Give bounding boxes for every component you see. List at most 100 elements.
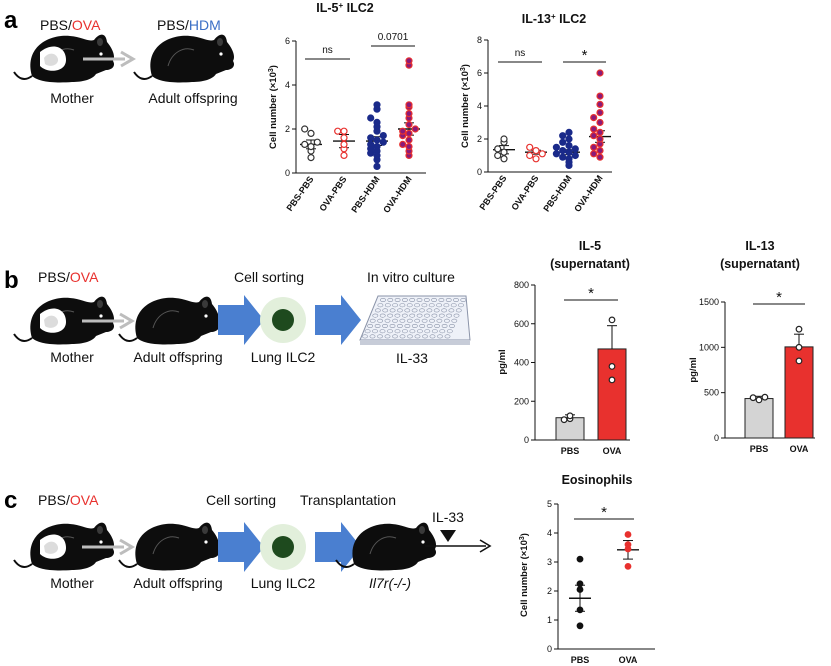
- data-point: [373, 118, 381, 127]
- plate-well: [399, 334, 406, 339]
- data-point: [340, 140, 348, 148]
- data-point: [576, 586, 584, 593]
- plate-well: [441, 323, 448, 328]
- plate-well: [437, 334, 443, 339]
- significance-label: 0.0701: [378, 32, 409, 43]
- bar: [744, 398, 774, 439]
- y-tick-label: 1500: [699, 297, 719, 307]
- y-tick-label: 4: [285, 80, 290, 90]
- data-point: [405, 109, 413, 118]
- plate-well: [411, 308, 418, 313]
- y-tick-label: 200: [514, 396, 529, 406]
- y-tick-label: 6: [285, 36, 290, 46]
- data-point: [596, 128, 604, 136]
- data-point: [526, 143, 534, 151]
- plate-well: [396, 308, 403, 313]
- data-point: [624, 541, 632, 548]
- data-point: [405, 120, 413, 129]
- data-point: [608, 376, 616, 384]
- data-point: [559, 132, 567, 140]
- plate-well: [455, 308, 462, 313]
- data-point: [795, 343, 803, 351]
- data-point: [559, 153, 567, 161]
- plate-well: [394, 313, 401, 318]
- data-point: [399, 127, 407, 135]
- plate-well: [379, 329, 386, 334]
- y-axis-label: pg/ml: [688, 357, 699, 382]
- x-tick-label: PBS: [750, 444, 769, 454]
- plate-well: [416, 297, 423, 302]
- data-point: [301, 140, 309, 148]
- plate-well: [372, 329, 378, 334]
- x-tick-label: PBS-PBS: [477, 173, 508, 212]
- chart-subtitle: (supernatant): [550, 257, 630, 271]
- y-tick-label: 600: [514, 319, 529, 329]
- scheme-a: PBS/OVA PBS/HDM Mother Adult offspring: [14, 17, 238, 106]
- data-point: [565, 155, 573, 163]
- chart-title: Eosinophils: [562, 473, 633, 487]
- blue-arrow-icon: [218, 295, 264, 345]
- y-tick-label: 800: [514, 280, 529, 290]
- ylabel-superscript: 3: [460, 67, 467, 71]
- mother-label: Mother: [50, 349, 94, 365]
- data-point: [596, 69, 604, 77]
- plate-well: [429, 318, 435, 323]
- cell-label: Lung ILC2: [251, 349, 316, 365]
- plate-well: [374, 308, 381, 313]
- data-point: [755, 396, 763, 404]
- data-point: [596, 153, 604, 161]
- plate-well: [436, 318, 443, 323]
- title-superscript: +: [551, 12, 556, 21]
- data-point: [379, 138, 387, 146]
- data-point: [532, 155, 540, 163]
- data-point: [367, 114, 375, 122]
- title-main: IL-13: [522, 12, 551, 26]
- y-tick-label: 6: [477, 68, 482, 78]
- offspring-label: Adult offspring: [133, 349, 222, 365]
- step-in-vitro: In vitro culture: [367, 269, 455, 285]
- chart-il13-ilc2: IL-13+ ILC2 Cell number (×103) 0 2 4 6 8 PBS-PB…: [460, 12, 612, 214]
- data-point: [795, 357, 803, 365]
- x-tick-label: PBS: [571, 655, 590, 665]
- plate-well: [424, 313, 430, 318]
- y-tick-label: 0: [714, 433, 719, 443]
- data-point: [566, 412, 574, 420]
- data-point: [608, 316, 616, 324]
- step-transplantation: Transplantation: [300, 492, 396, 508]
- plate-well: [406, 318, 413, 323]
- data-point: [565, 128, 573, 136]
- ylabel-superscript: 3: [268, 68, 275, 72]
- plate-well: [424, 329, 431, 334]
- plate-well: [401, 297, 408, 302]
- plate-well: [401, 329, 408, 334]
- y-tick-label: 2: [285, 124, 290, 134]
- data-point: [761, 393, 769, 401]
- title-superscript: +: [339, 1, 344, 10]
- plate-well: [438, 313, 445, 318]
- plate-well: [401, 313, 408, 318]
- panel-letter-b: b: [4, 267, 19, 294]
- data-point: [307, 154, 315, 162]
- data-point: [405, 101, 413, 109]
- plate-well: [414, 303, 420, 308]
- x-tick-label: OVA-PBS: [509, 173, 540, 212]
- plate-well: [434, 323, 440, 328]
- data-point: [576, 622, 584, 630]
- data-point: [373, 101, 381, 109]
- data-point: [795, 325, 803, 333]
- significance-label: *: [588, 285, 594, 302]
- x-tick-label: OVA: [619, 655, 638, 665]
- x-tick-label: PBS-HDM: [541, 173, 573, 213]
- data-point: [590, 150, 598, 158]
- plate-well: [429, 334, 436, 339]
- plate-well: [394, 297, 401, 302]
- x-tick-label: OVA-HDM: [572, 173, 604, 213]
- plate-well: [450, 303, 457, 308]
- data-point: [373, 162, 381, 170]
- ilc2-cell-icon: [260, 524, 306, 570]
- data-point: [367, 140, 375, 148]
- significance-label: *: [776, 289, 782, 306]
- data-point: [749, 394, 757, 402]
- plate-label: IL-33: [396, 350, 428, 366]
- data-point: [560, 416, 568, 424]
